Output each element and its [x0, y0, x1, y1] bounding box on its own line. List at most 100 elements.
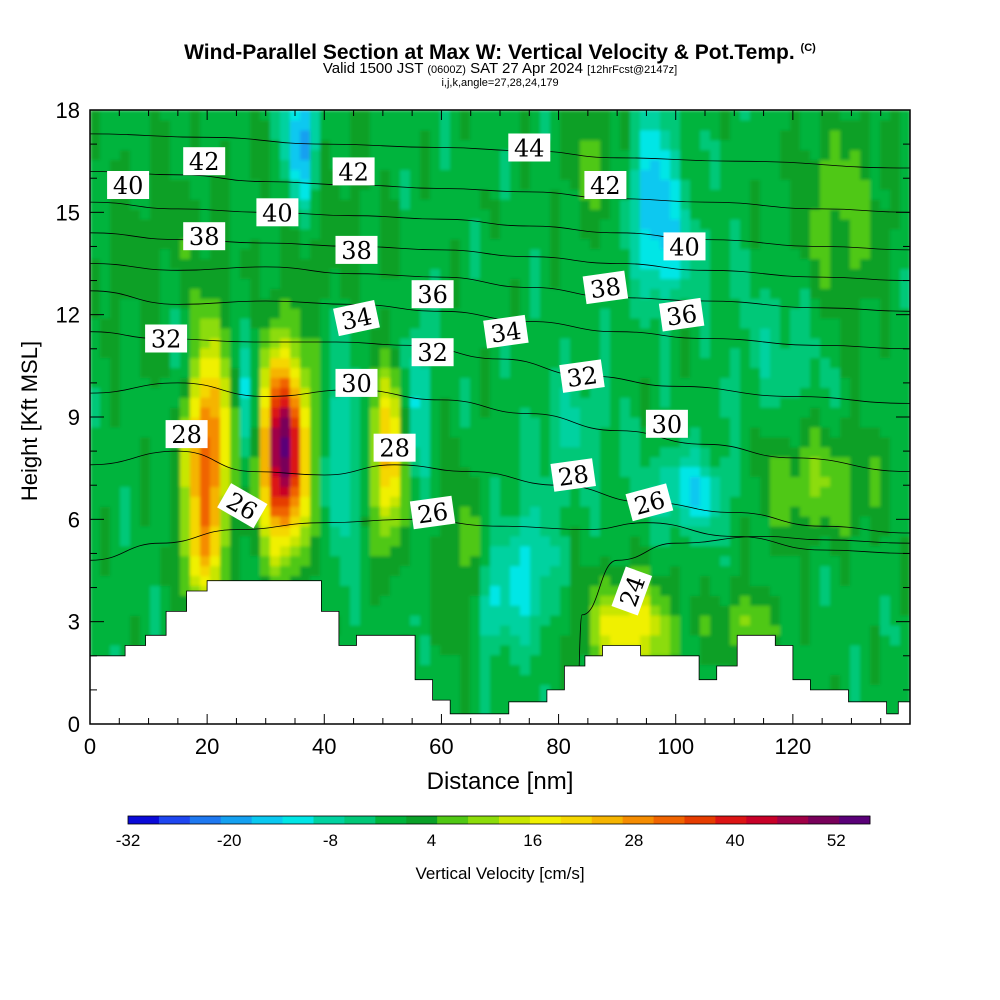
w-cell [580, 228, 591, 240]
w-cell [240, 298, 251, 309]
w-cell [270, 426, 281, 438]
w-cell [310, 199, 321, 210]
w-cell [640, 634, 651, 646]
w-cell [720, 387, 731, 398]
w-cell [480, 129, 491, 141]
w-cell [560, 496, 571, 507]
w-cell [490, 674, 501, 685]
w-cell [150, 119, 161, 131]
w-cell [800, 248, 811, 260]
w-cell [890, 407, 901, 418]
w-cell [450, 436, 461, 448]
w-cell [860, 664, 871, 676]
w-cell [500, 308, 511, 319]
w-cell [480, 575, 491, 586]
w-cell [430, 476, 441, 487]
w-cell [290, 139, 301, 151]
w-cell [460, 674, 471, 685]
w-cell [530, 535, 541, 547]
w-cell [310, 357, 321, 369]
w-cell [190, 357, 201, 369]
w-cell [740, 486, 751, 497]
w-cell [160, 199, 171, 210]
w-cell [830, 486, 841, 497]
w-cell [190, 525, 201, 537]
w-cell [760, 317, 771, 329]
w-cell [550, 456, 561, 468]
w-cell [640, 407, 651, 418]
w-cell [470, 555, 481, 567]
w-cell [390, 189, 401, 200]
w-cell [850, 308, 861, 319]
w-cell [550, 624, 561, 636]
w-cell [840, 496, 851, 507]
w-cell [770, 139, 781, 151]
w-cell [710, 119, 721, 131]
w-cell [660, 535, 671, 547]
w-cell [460, 189, 471, 200]
w-cell [510, 278, 521, 289]
w-cell [680, 327, 691, 339]
w-cell [440, 486, 451, 497]
w-cell [280, 545, 291, 557]
w-cell [230, 397, 241, 408]
w-cell [580, 347, 591, 359]
w-cell [830, 337, 841, 349]
w-cell [840, 248, 851, 260]
w-cell [640, 397, 651, 408]
w-cell [520, 387, 531, 398]
w-cell [320, 268, 331, 279]
w-cell [730, 367, 741, 378]
w-cell [490, 298, 501, 309]
w-cell [770, 258, 781, 270]
w-cell [720, 139, 731, 151]
w-cell [500, 119, 511, 131]
w-cell [710, 446, 721, 458]
w-cell [460, 119, 471, 131]
w-cell [730, 248, 741, 260]
w-cell [670, 149, 681, 161]
w-cell [160, 545, 171, 557]
w-cell [290, 535, 301, 547]
w-cell [770, 575, 781, 586]
w-cell [230, 248, 241, 260]
w-cell [90, 367, 101, 378]
w-cell [430, 684, 441, 695]
w-cell [90, 506, 101, 517]
w-cell [100, 308, 111, 319]
w-cell [170, 496, 181, 507]
w-cell [680, 506, 691, 517]
w-cell [610, 139, 621, 151]
w-cell [760, 605, 771, 616]
w-cell [680, 446, 691, 458]
w-cell [180, 387, 191, 398]
w-cell [340, 288, 351, 299]
w-cell [570, 139, 581, 151]
w-cell [400, 327, 411, 339]
w-cell [880, 674, 891, 685]
w-cell [530, 605, 541, 616]
w-cell [110, 426, 121, 438]
w-cell [630, 516, 641, 527]
w-cell [170, 407, 181, 418]
w-cell [730, 218, 741, 230]
w-cell [730, 555, 741, 567]
w-cell [380, 535, 391, 547]
w-cell [600, 624, 611, 636]
w-cell [90, 486, 101, 497]
w-cell [500, 436, 511, 448]
w-cell [460, 199, 471, 210]
w-cell [400, 317, 411, 329]
w-cell [440, 664, 451, 676]
w-cell [180, 129, 191, 141]
w-cell [260, 288, 271, 299]
w-cell [500, 377, 511, 388]
w-cell [480, 624, 491, 636]
w-cell [400, 595, 411, 606]
w-cell [330, 426, 341, 438]
w-cell [230, 516, 241, 527]
w-cell [860, 634, 871, 646]
w-cell [750, 525, 761, 537]
w-cell [400, 397, 411, 408]
w-cell [100, 209, 111, 220]
